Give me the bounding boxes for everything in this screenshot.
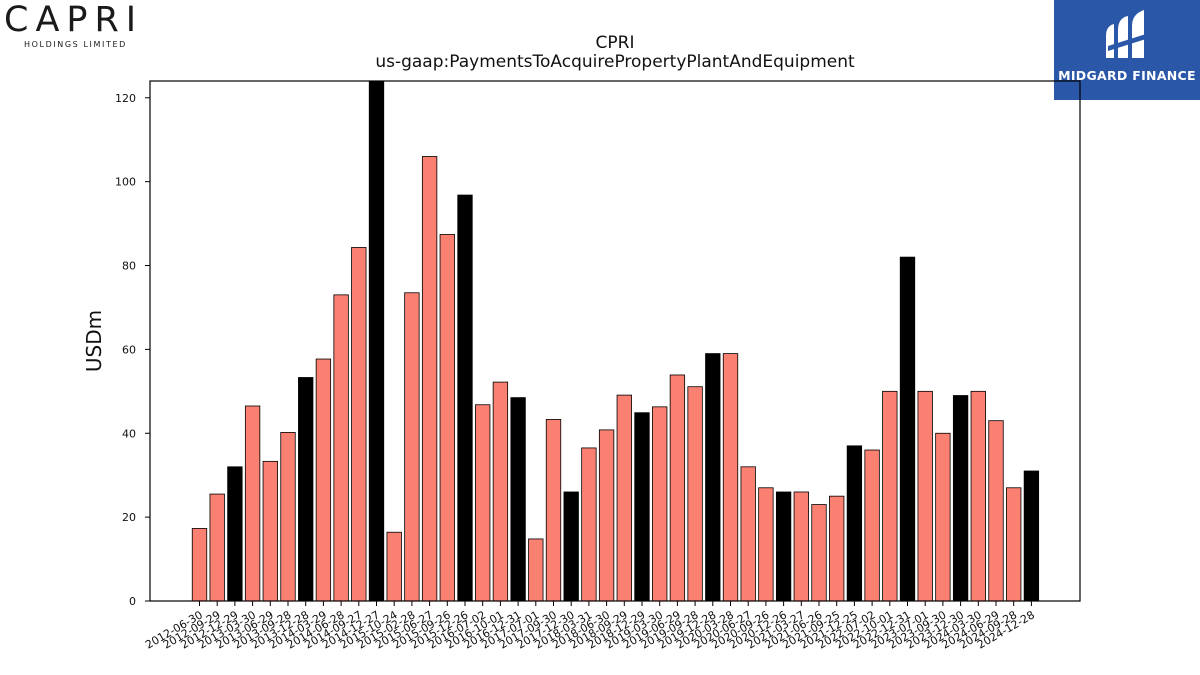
bar-2014-06-28 <box>333 294 349 602</box>
y-axis: 0 20 40 60 80 100 120 <box>115 92 150 608</box>
bar-2013-06-29 <box>262 460 278 602</box>
bar-2021-09-25 <box>829 495 845 602</box>
bar-2018-09-29 <box>616 394 632 602</box>
x-axis: 2012-06-302012-09-292012-12-292013-03-30… <box>143 601 1037 652</box>
bar-2017-12-30 <box>563 491 579 602</box>
bar-2024-03-30 <box>970 390 986 602</box>
bar-2015-12-26 <box>457 194 473 602</box>
bar-2018-03-31 <box>581 447 597 602</box>
bar-2016-10-01 <box>492 381 509 602</box>
capri-logo-subtext: HOLDINGS LIMITED <box>24 40 127 49</box>
y-tick-label: 0 <box>129 595 136 608</box>
bar-2023-09-30 <box>935 432 951 602</box>
bar-2020-06-27 <box>740 466 756 602</box>
bar-2020-12-26 <box>775 491 792 602</box>
bar-2022-10-01 <box>882 390 898 602</box>
bar-2020-09-26 <box>758 487 774 602</box>
chart-subtitle: us-gaap:PaymentsToAcquirePropertyPlantAn… <box>375 52 855 72</box>
bar-2023-12-30 <box>952 395 969 602</box>
y-tick-label: 60 <box>122 343 136 356</box>
chart-title: CPRI <box>595 33 635 53</box>
bar-2015-10-24 <box>386 531 402 602</box>
bar-2019-12-28 <box>705 353 721 602</box>
bar-2020-03-28 <box>722 353 739 602</box>
bar-2024-12-28 <box>1023 470 1040 602</box>
bar-2015-09-26 <box>439 234 455 602</box>
bar-2024-06-29 <box>988 420 1004 602</box>
bar-2024-09-28 <box>1006 487 1022 602</box>
capri-logo-text: CAPRI <box>4 0 144 40</box>
bar-2017-07-01 <box>528 538 544 602</box>
bar-2016-12-31 <box>510 397 526 602</box>
y-axis-label: USDm <box>82 310 106 372</box>
bar-2014-12-27 <box>368 80 385 602</box>
bar-2012-06-30 <box>191 528 208 602</box>
bar-2013-09-28 <box>280 432 296 602</box>
y-tick-label: 40 <box>122 427 136 440</box>
bar-2021-03-27 <box>793 491 809 602</box>
bar-2014-03-29 <box>315 358 332 602</box>
y-tick-label: 20 <box>122 511 136 524</box>
bar-2016-07-02 <box>475 404 491 602</box>
bar-2012-12-29 <box>227 466 243 602</box>
capri-holdings-logo: CAPRI HOLDINGS LIMITED <box>0 0 160 56</box>
bar-2021-12-25 <box>846 445 863 602</box>
bars-group <box>191 80 1040 602</box>
bar-2015-02-28 <box>404 292 420 602</box>
y-tick-label: 80 <box>122 260 136 273</box>
bar-2019-09-28 <box>687 386 703 602</box>
bar-2022-12-31 <box>899 256 916 602</box>
bar-2014-09-27 <box>351 247 367 602</box>
bar-2017-09-30 <box>545 419 562 602</box>
bar-2023-07-01 <box>917 390 933 602</box>
midgard-mark-icon <box>1106 10 1146 58</box>
bar-2018-12-29 <box>634 412 650 602</box>
bar-2022-07-02 <box>864 449 880 602</box>
midgard-brand-text: MIDGARD FINANCE <box>1058 68 1196 83</box>
plot-frame <box>149 80 1081 602</box>
midgard-finance-logo: MIDGARD FINANCE <box>1054 0 1200 100</box>
bar-2018-06-30 <box>598 429 615 602</box>
bar-2021-06-26 <box>811 504 827 602</box>
bar-2019-03-30 <box>652 406 668 602</box>
bar-2013-12-28 <box>298 377 314 602</box>
bar-2013-03-30 <box>244 405 261 602</box>
y-tick-label: 100 <box>115 176 136 189</box>
bar-2012-09-29 <box>209 493 225 602</box>
bar-2015-06-27 <box>421 156 438 602</box>
bar-2019-06-29 <box>669 374 686 602</box>
y-tick-label: 120 <box>115 92 136 105</box>
